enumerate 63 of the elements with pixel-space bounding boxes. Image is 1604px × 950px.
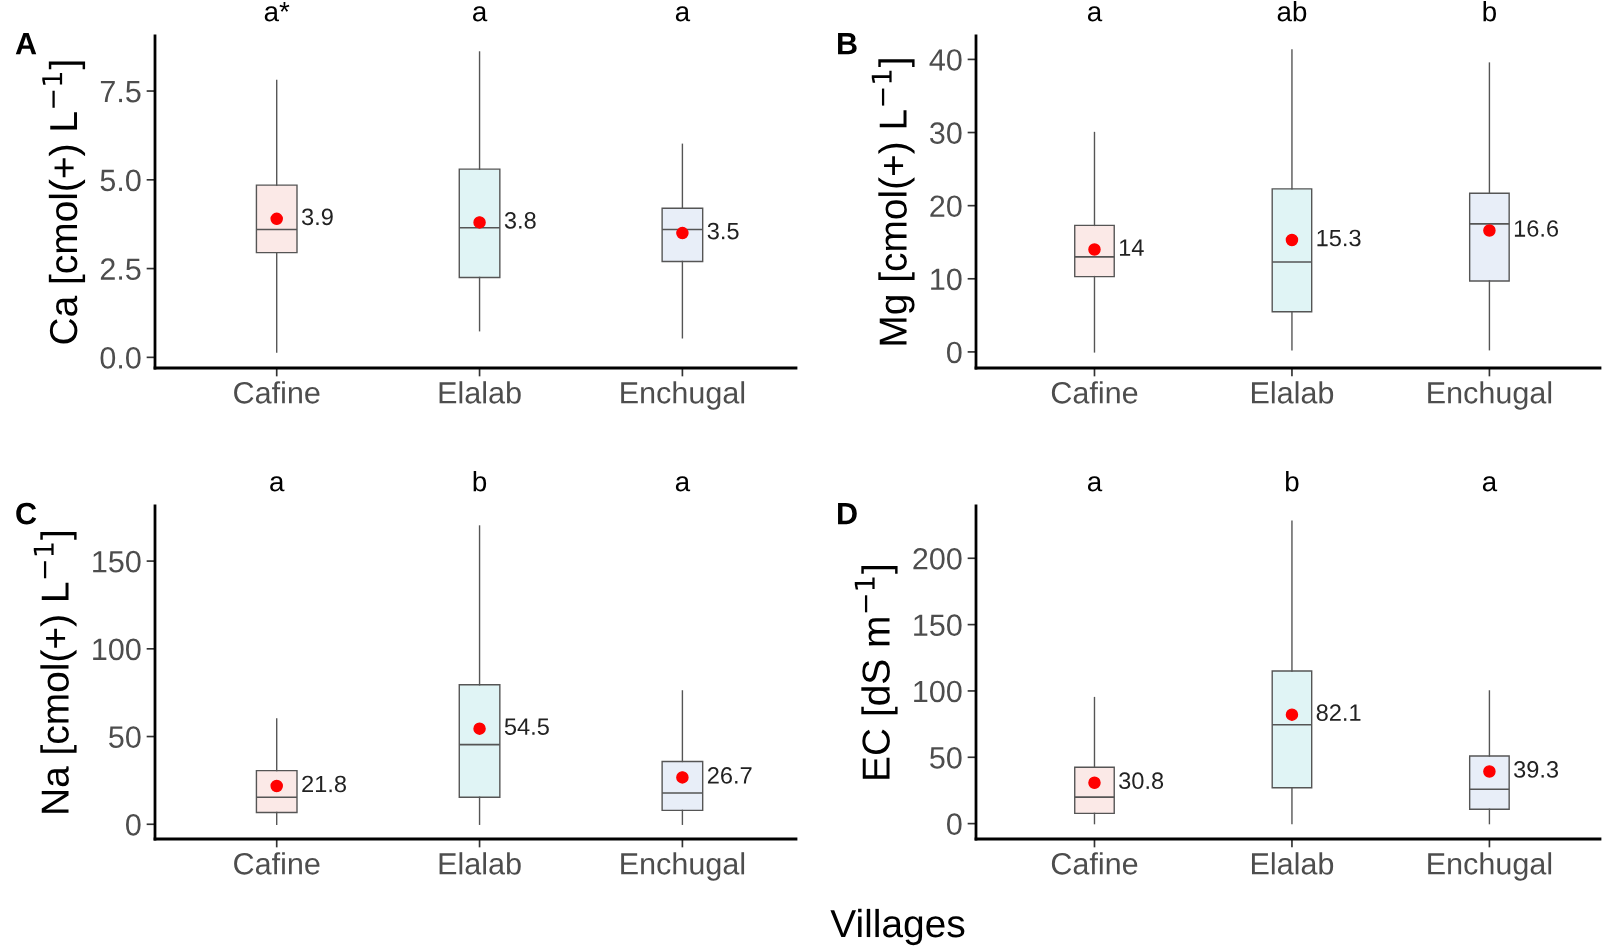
y-tick-label: 0	[947, 341, 962, 364]
x-axis-title: Villages	[830, 908, 965, 946]
annotation: 39.3	[1514, 761, 1559, 778]
text: a	[1087, 476, 1103, 492]
y-tick-label: 50	[930, 747, 962, 769]
x-tick-label: Enchugal	[621, 381, 745, 410]
y-tick-label: 100	[93, 638, 141, 661]
y-tick-label: 30	[929, 122, 962, 144]
y-tick-label: 0	[947, 813, 962, 835]
y-tick-label: 50	[109, 726, 141, 748]
x-tick-label: Elalab	[1251, 381, 1334, 404]
y-tick-label: 200	[913, 548, 962, 570]
annotation: 3.9	[301, 208, 333, 226]
text: b	[1286, 471, 1299, 492]
x-tick-label: Elalab	[439, 381, 521, 404]
y-tick-label: 150	[914, 614, 962, 636]
y-tick-label: 2.5	[100, 258, 141, 280]
annotation: 16.6	[1514, 220, 1559, 237]
annotation: 82.1	[1316, 704, 1361, 722]
annotation: 54.5	[504, 718, 549, 735]
y-tick-label: 40	[929, 49, 962, 71]
text: a	[1482, 476, 1498, 492]
y-tick-label: 100	[914, 680, 962, 703]
annotation: 15.3	[1317, 229, 1361, 247]
text: b	[473, 471, 487, 492]
annotation: 21.8	[302, 775, 346, 793]
text: a	[675, 476, 691, 492]
x-tick-label: Enchugal	[1428, 381, 1552, 410]
x-tick-label: Enchugal	[621, 852, 745, 881]
x-tick-label: Enchugal	[1428, 852, 1552, 881]
y-tick-label: 5.0	[100, 169, 141, 192]
annotation: 3.8	[504, 212, 536, 229]
y-tick-label: 0.0	[100, 347, 141, 369]
text: b	[1483, 1, 1496, 22]
annotation: 26.7	[707, 767, 752, 784]
x-tick-label: Elalab	[1251, 852, 1334, 875]
chart-title: C	[16, 502, 37, 525]
y-axis-title: Na [cmol(+) L$^{−1}$]	[33, 531, 77, 813]
x-tick-label: Cafine	[234, 381, 320, 404]
y-axis-title: Mg [cmol(+) L$^{−1}$]	[871, 59, 915, 345]
y-axis-title: Ca [cmol(+) L$^{−1}$]	[42, 61, 86, 344]
y-tick-label: 0	[126, 814, 141, 836]
chart-title: B	[838, 33, 857, 55]
y-axis-title: EC [dS m$^{−1}$]	[854, 565, 898, 779]
text: a	[675, 6, 691, 22]
x-tick-label: Cafine	[234, 852, 320, 875]
x-tick-label: Cafine	[1051, 381, 1138, 404]
y-tick-label: 10	[931, 268, 962, 291]
text: a	[473, 6, 488, 22]
y-tick-label: 20	[930, 195, 962, 218]
text: a	[270, 476, 285, 492]
text: a*	[264, 2, 290, 22]
chart-title: A	[15, 33, 37, 55]
text: a	[1087, 6, 1103, 22]
x-tick-label: Cafine	[1051, 852, 1138, 875]
y-tick-label: 150	[93, 550, 141, 573]
annotation: 3.5	[707, 222, 739, 240]
chart-title: D	[838, 503, 857, 525]
x-tick-label: Elalab	[439, 852, 521, 875]
annotation: 14	[1119, 239, 1144, 256]
text: ab	[1277, 1, 1307, 22]
y-tick-label: 7.5	[100, 81, 141, 103]
annotation: 30.8	[1119, 772, 1164, 790]
